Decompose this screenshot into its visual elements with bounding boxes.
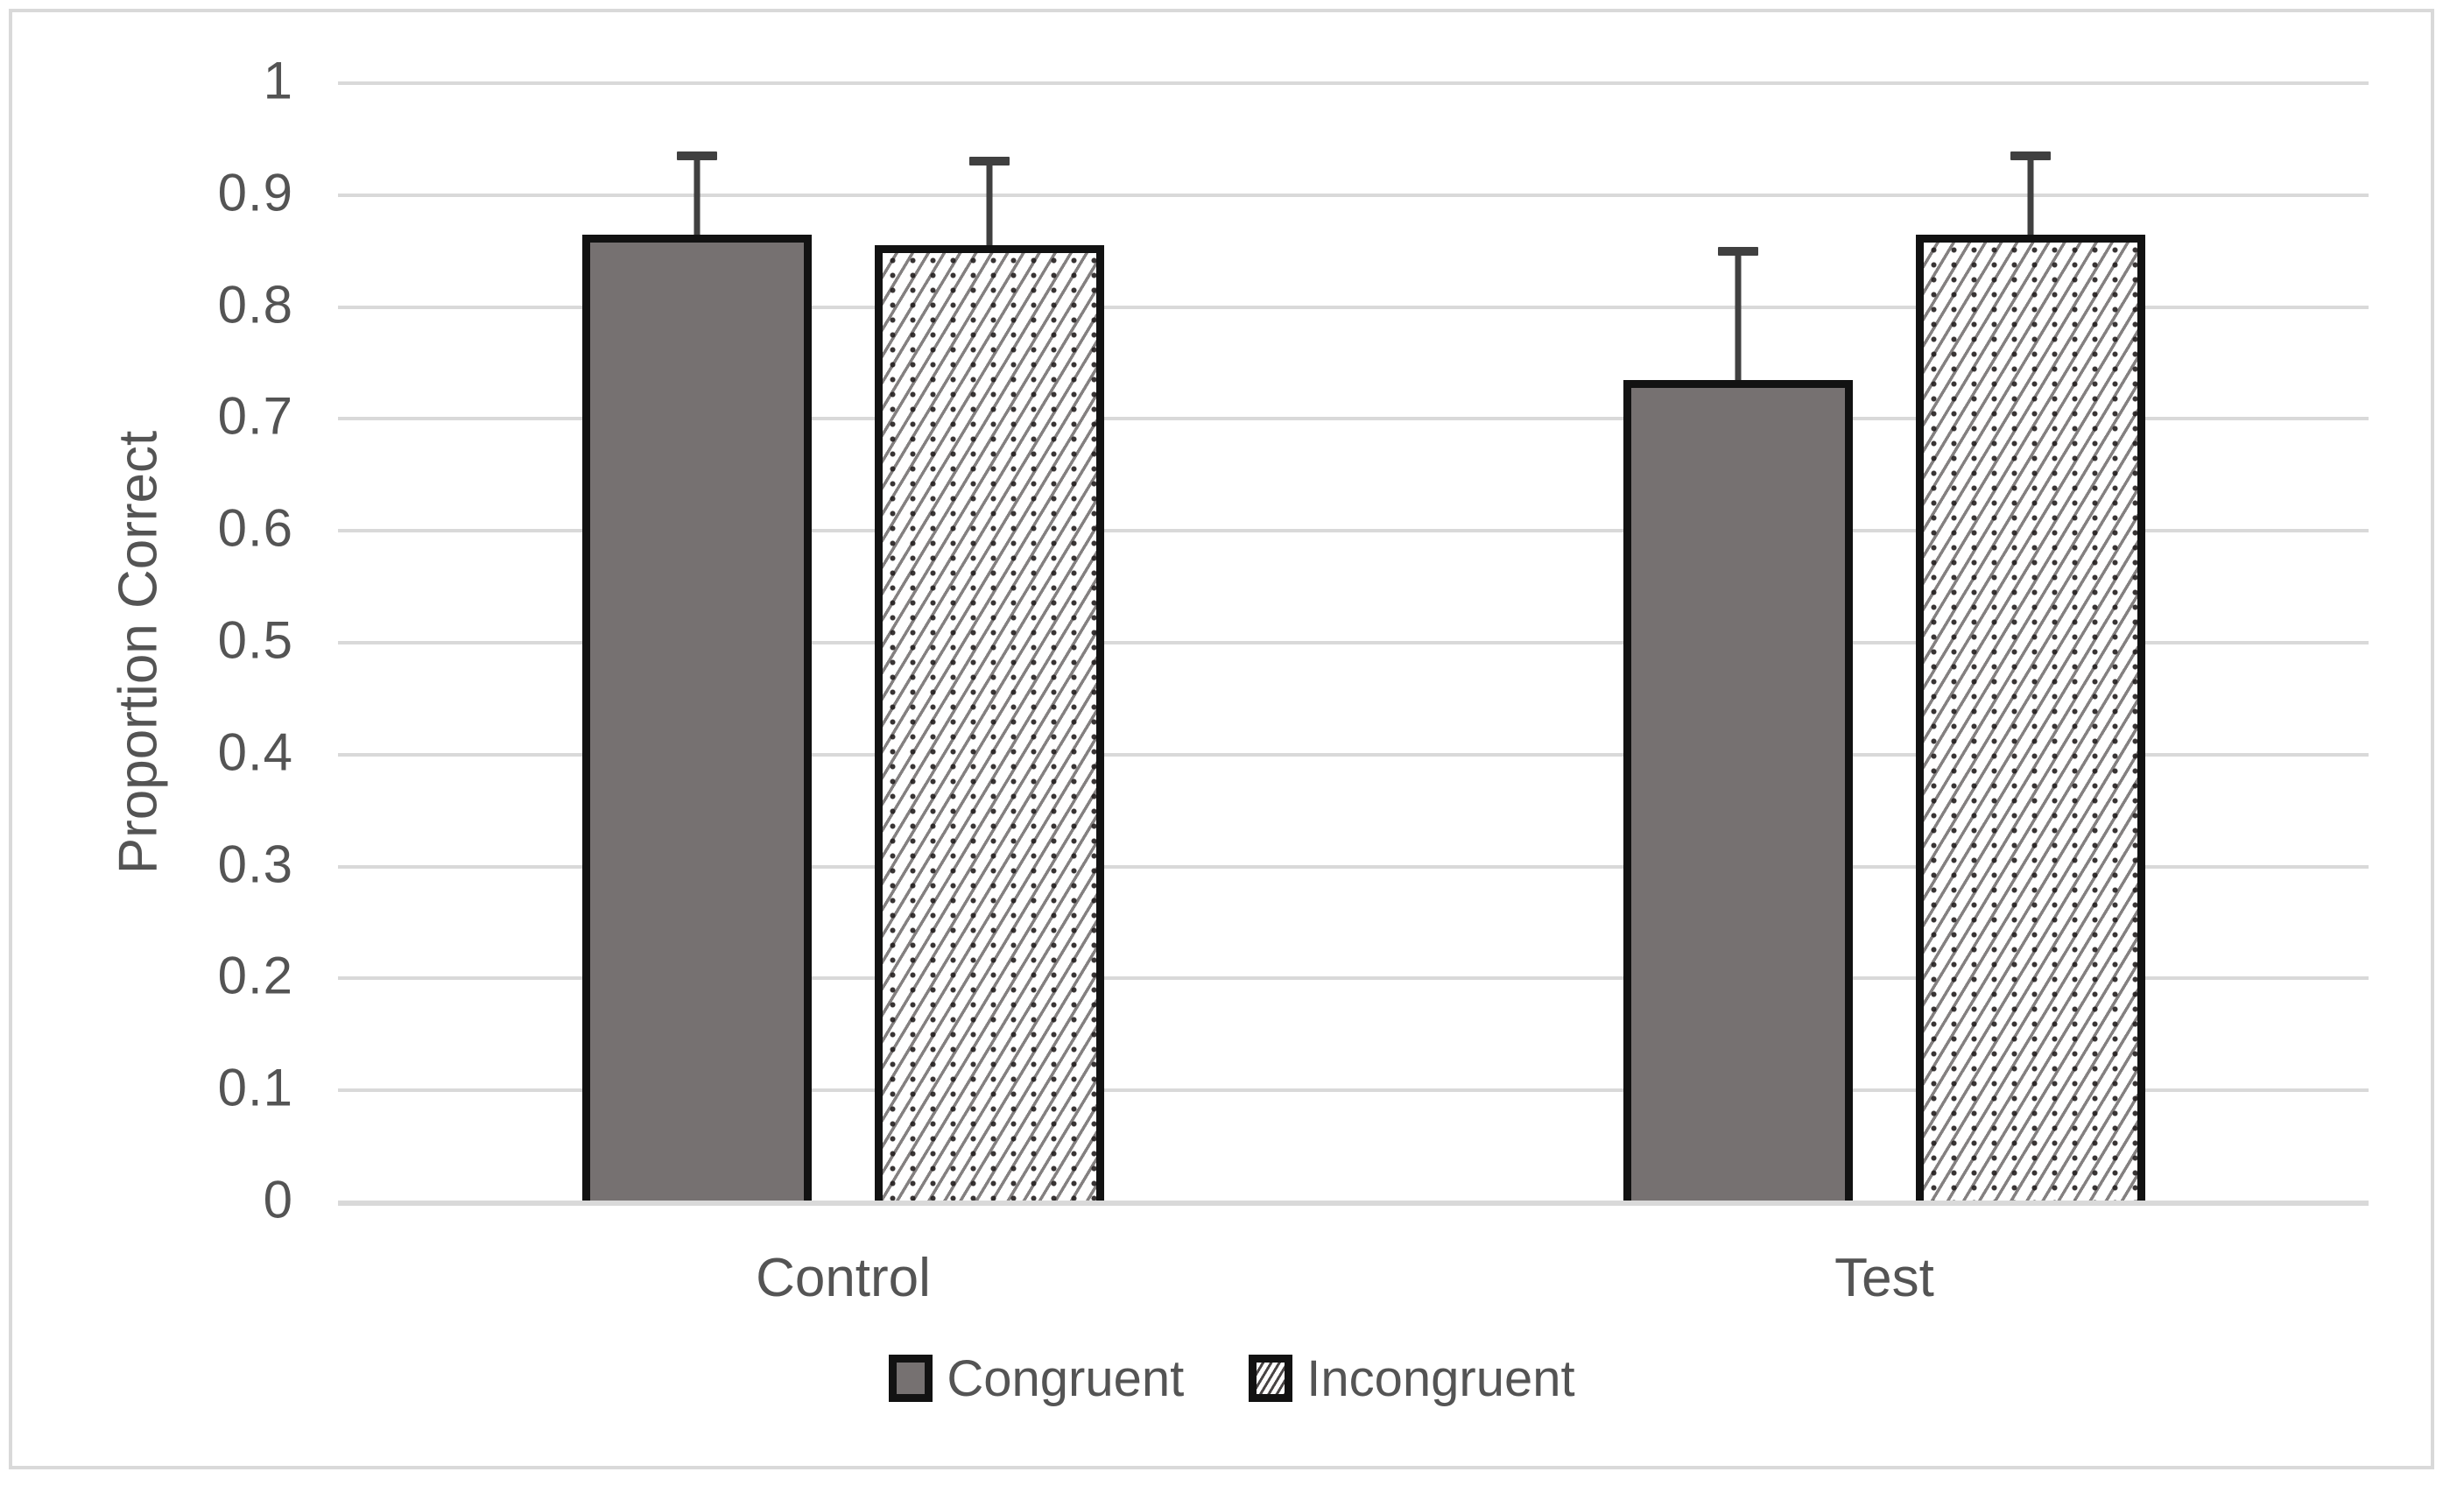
y-tick-label-0.9: 0.9 bbox=[217, 163, 293, 222]
bar-congruent-control bbox=[582, 234, 812, 1202]
gridline-0.7 bbox=[338, 417, 2369, 421]
y-tick-label-0.1: 0.1 bbox=[217, 1058, 293, 1117]
gridline-0.3 bbox=[338, 864, 2369, 869]
gridline-0.8 bbox=[338, 305, 2369, 309]
gridline-1 bbox=[338, 81, 2369, 85]
y-tick-label-1: 1 bbox=[263, 51, 293, 110]
x-category-label-test: Test bbox=[1834, 1248, 1934, 1308]
gridline-0.2 bbox=[338, 976, 2369, 981]
y-tick-label-0.4: 0.4 bbox=[217, 722, 293, 782]
error-bar-line-incongruent-test bbox=[2027, 156, 2034, 235]
legend: Congruent Incongruent bbox=[0, 1347, 2464, 1410]
error-bar-cap-incongruent-control bbox=[969, 157, 1010, 166]
gridline-0.9 bbox=[338, 193, 2369, 197]
y-tick-label-0.2: 0.2 bbox=[217, 947, 293, 1006]
y-tick-label-0: 0 bbox=[263, 1170, 293, 1229]
error-bar-line-incongruent-control bbox=[986, 161, 993, 246]
y-tick-label-0.6: 0.6 bbox=[217, 498, 293, 558]
y-tick-label-0.3: 0.3 bbox=[217, 835, 293, 894]
x-category-label-control: Control bbox=[756, 1248, 931, 1308]
legend-label-congruent: Congruent bbox=[947, 1349, 1185, 1407]
gridline-0.6 bbox=[338, 529, 2369, 533]
legend-item-congruent: Congruent bbox=[889, 1349, 1184, 1408]
gridline-0.5 bbox=[338, 641, 2369, 644]
legend-item-incongruent: Incongruent bbox=[1249, 1349, 1575, 1408]
bar-incongruent-test bbox=[1916, 234, 2145, 1202]
gridline-0.4 bbox=[338, 752, 2369, 757]
legend-swatch-congruent-icon bbox=[889, 1355, 933, 1402]
gridline-0.1 bbox=[338, 1088, 2369, 1093]
x-axis-line bbox=[338, 1201, 2369, 1206]
bar-incongruent-control bbox=[875, 245, 1104, 1202]
error-bar-line-congruent-control bbox=[693, 156, 700, 235]
bar-congruent-test bbox=[1623, 379, 1853, 1202]
error-bar-line-congruent-test bbox=[1735, 250, 1742, 380]
y-tick-label-0.8: 0.8 bbox=[217, 275, 293, 335]
error-bar-cap-congruent-control bbox=[677, 151, 717, 161]
error-bar-cap-incongruent-test bbox=[2010, 151, 2051, 161]
y-tick-label-0.7: 0.7 bbox=[217, 387, 293, 447]
legend-swatch-incongruent-icon bbox=[1249, 1355, 1293, 1402]
y-tick-label-0.5: 0.5 bbox=[217, 610, 293, 670]
legend-label-incongruent: Incongruent bbox=[1306, 1349, 1575, 1407]
error-bar-cap-congruent-test bbox=[1718, 246, 1758, 256]
